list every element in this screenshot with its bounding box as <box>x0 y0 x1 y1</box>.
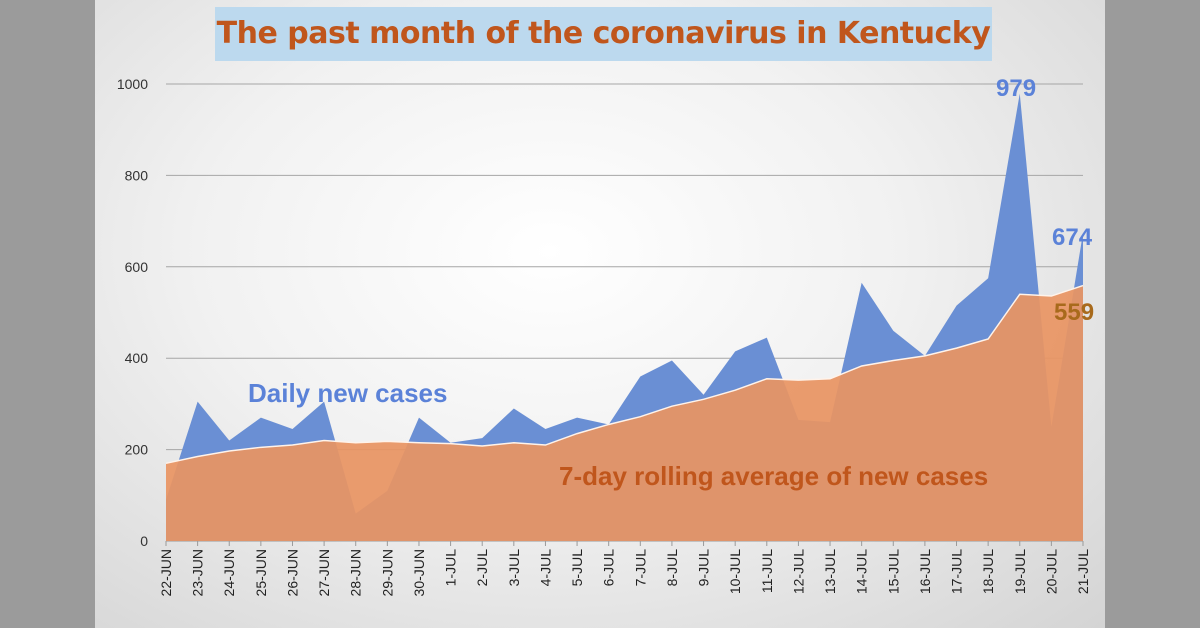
x-tick-label: 19-JUL <box>1012 549 1028 594</box>
annotations: Daily new cases 7-day rolling average of … <box>248 75 1094 491</box>
x-tick-label: 12-JUL <box>790 549 806 594</box>
x-tick-label: 27-JUN <box>316 549 332 596</box>
y-tick-label: 400 <box>125 350 149 366</box>
x-tick-label: 15-JUL <box>885 549 901 594</box>
y-tick-label: 1000 <box>117 76 148 92</box>
x-tick-label: 17-JUL <box>949 549 965 594</box>
x-tick-label: 28-JUN <box>348 549 364 596</box>
x-tick-label: 24-JUN <box>221 549 237 596</box>
x-tick-label: 3-JUL <box>506 549 522 587</box>
y-tick-label: 200 <box>125 442 149 458</box>
x-tick-label: 7-JUL <box>632 549 648 587</box>
x-tick-label: 1-JUL <box>443 549 459 587</box>
x-tick-label: 22-JUN <box>158 549 174 596</box>
x-tick-label: 20-JUL <box>1043 549 1059 594</box>
x-tick-label: 4-JUL <box>537 549 553 587</box>
x-tick-label: 5-JUL <box>569 549 585 587</box>
last-daily-value-label: 674 <box>1052 224 1093 251</box>
x-tick-label: 30-JUN <box>411 549 427 596</box>
y-tick-label: 800 <box>125 167 149 183</box>
x-tick-label: 16-JUL <box>917 549 933 594</box>
chart-title: The past month of the coronavirus in Ken… <box>216 16 991 51</box>
x-tick-label: 14-JUL <box>854 549 870 594</box>
x-tick-label: 23-JUN <box>190 549 206 596</box>
x-tick-label: 11-JUL <box>759 549 775 593</box>
x-tick-label: 6-JUL <box>601 549 617 587</box>
x-tick-label: 29-JUN <box>379 549 395 596</box>
rolling-average-area <box>166 285 1083 541</box>
x-tick-label: 2-JUL <box>474 549 490 587</box>
title-background <box>215 7 992 61</box>
last-average-value-label: 559 <box>1054 299 1094 326</box>
x-tick-label: 25-JUN <box>253 549 269 596</box>
y-axis-ticks: 0 200 400 600 800 1000 <box>117 76 148 549</box>
rolling-average-line <box>165 284 1084 465</box>
series-areas <box>165 93 1084 542</box>
x-tick-label: 26-JUN <box>284 549 300 596</box>
x-tick-label: 21-JUL <box>1075 549 1091 594</box>
x-tick-label: 9-JUL <box>696 549 712 587</box>
x-tick-label: 10-JUL <box>727 549 743 594</box>
rolling-average-label: 7-day rolling average of new cases <box>559 461 988 491</box>
x-tick-label: 18-JUL <box>980 549 996 594</box>
x-tick-label: 8-JUL <box>664 549 680 587</box>
peak-value-label: 979 <box>996 75 1036 102</box>
y-tick-label: 0 <box>140 533 148 549</box>
y-tick-label: 600 <box>125 259 149 275</box>
x-axis-ticks: 22-JUN 23-JUN 24-JUN 25-JUN 26-JUN 27-JUN 28-J… <box>158 541 1091 596</box>
x-tick-label: 13-JUL <box>822 549 838 594</box>
daily-new-cases-label: Daily new cases <box>248 378 447 408</box>
